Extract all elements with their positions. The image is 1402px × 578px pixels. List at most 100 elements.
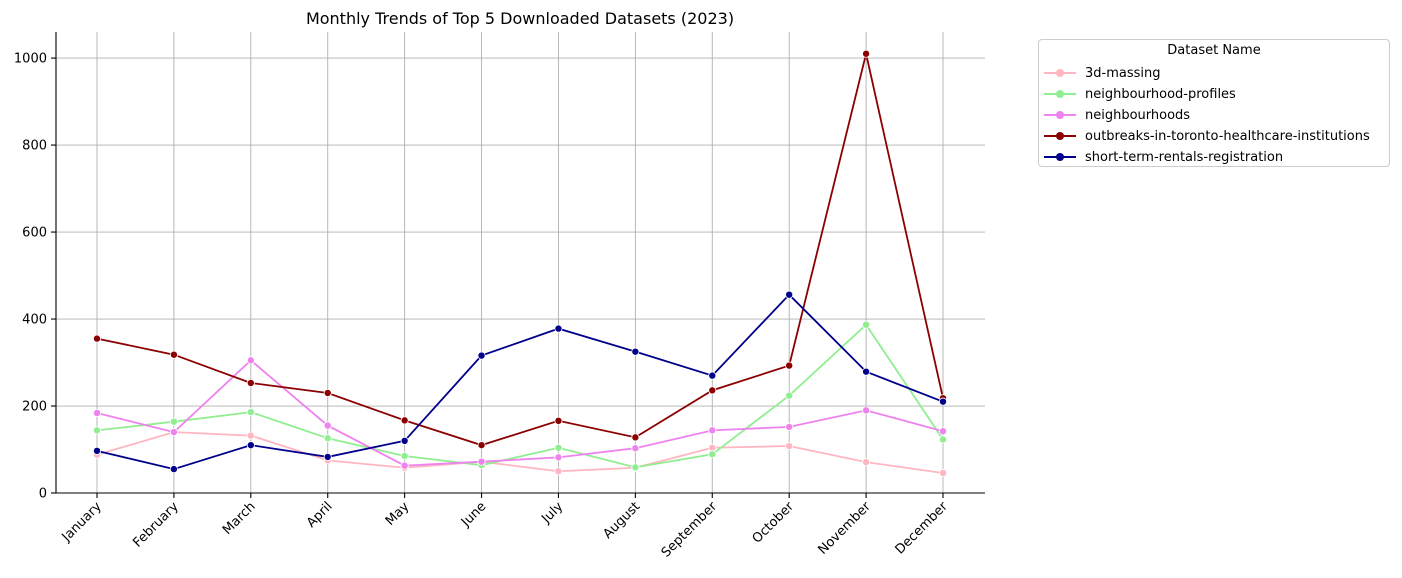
data-point <box>169 465 178 474</box>
series-layer <box>93 49 948 477</box>
data-point <box>323 434 332 443</box>
y-tick-label: 400 <box>22 313 47 328</box>
data-point <box>554 453 563 462</box>
data-point <box>631 347 640 356</box>
series-outbreaks-in-toronto-healthcare-institutions <box>93 49 948 450</box>
legend-swatch <box>1044 88 1076 100</box>
legend-item: neighbourhoods <box>1044 105 1190 125</box>
data-point <box>554 467 563 476</box>
x-tick-label: October <box>750 499 798 547</box>
data-point <box>554 324 563 333</box>
data-point <box>939 468 948 477</box>
x-tick-label: April <box>304 499 336 531</box>
x-tick-label: June <box>458 499 489 530</box>
data-point <box>862 367 871 376</box>
data-point <box>631 433 640 442</box>
data-point <box>785 442 794 451</box>
data-point <box>939 397 948 406</box>
x-tick-label: December <box>893 499 952 558</box>
data-point <box>93 446 102 455</box>
legend-swatch <box>1044 109 1076 121</box>
grid-layer <box>56 32 985 494</box>
data-point <box>93 334 102 343</box>
data-point <box>93 408 102 417</box>
data-point <box>785 290 794 299</box>
data-point <box>862 320 871 329</box>
x-tick-label: February <box>130 499 182 551</box>
data-point <box>785 391 794 400</box>
data-point <box>400 416 409 425</box>
data-point <box>169 350 178 359</box>
data-point <box>708 386 717 395</box>
legend-label: neighbourhood-profiles <box>1085 86 1236 102</box>
axes-layer <box>51 32 985 498</box>
data-point <box>708 371 717 380</box>
chart-title: Monthly Trends of Top 5 Downloaded Datas… <box>306 9 734 28</box>
data-point <box>169 417 178 426</box>
legend-label: neighbourhoods <box>1085 107 1191 123</box>
data-point <box>631 463 640 472</box>
data-point <box>246 441 255 450</box>
data-point <box>631 444 640 453</box>
data-point <box>862 406 871 415</box>
data-point <box>246 378 255 387</box>
series-neighbourhoods <box>93 356 948 470</box>
y-tick-label: 800 <box>22 139 47 154</box>
legend-item: neighbourhood-profiles <box>1044 84 1236 104</box>
tick-labels: January February March April May June July Augu… <box>14 52 951 561</box>
y-tick-label: 1000 <box>14 52 47 67</box>
x-tick-label: March <box>220 499 259 538</box>
data-point <box>400 436 409 445</box>
legend-label: outbreaks-in-toronto-healthcare-institut… <box>1085 128 1370 144</box>
data-point <box>939 435 948 444</box>
data-point <box>708 443 717 452</box>
y-tick-label: 600 <box>22 226 47 241</box>
data-point <box>862 49 871 58</box>
y-tick-label: 0 <box>39 487 47 502</box>
legend-item: 3d-massing <box>1044 63 1161 83</box>
legend-swatch <box>1044 67 1076 79</box>
data-point <box>400 461 409 470</box>
data-point <box>554 416 563 425</box>
series-3d-massing <box>93 428 948 477</box>
legend-item: outbreaks-in-toronto-healthcare-institut… <box>1044 126 1370 146</box>
x-tick-label: May <box>383 499 413 529</box>
data-point <box>477 351 486 360</box>
series-line <box>96 431 944 474</box>
data-point <box>246 408 255 417</box>
series-line <box>96 53 944 447</box>
data-point <box>246 356 255 365</box>
x-tick-label: August <box>600 499 643 542</box>
legend-label: 3d-massing <box>1085 65 1161 81</box>
x-tick-label: January <box>59 499 105 545</box>
x-tick-label: July <box>538 499 566 527</box>
data-point <box>323 452 332 461</box>
data-point <box>400 452 409 461</box>
data-point <box>169 428 178 437</box>
legend-swatch <box>1044 130 1076 142</box>
data-point <box>708 450 717 459</box>
series-line <box>96 323 944 469</box>
legend-item: short-term-rentals-registration <box>1044 147 1283 167</box>
x-tick-label: September <box>659 499 721 561</box>
data-point <box>93 426 102 435</box>
series-short-term-rentals-registration <box>93 290 948 474</box>
series-line <box>96 293 944 471</box>
data-point <box>785 422 794 431</box>
data-point <box>477 441 486 450</box>
legend-label: short-term-rentals-registration <box>1085 149 1284 165</box>
series-line <box>96 359 944 467</box>
y-tick-label: 200 <box>22 400 47 415</box>
data-point <box>477 457 486 466</box>
data-point <box>323 421 332 430</box>
data-point <box>323 388 332 397</box>
x-tick-label: November <box>815 499 874 558</box>
legend-title: Dataset Name <box>1167 43 1261 58</box>
data-point <box>246 431 255 440</box>
data-point <box>708 426 717 435</box>
series-neighbourhood-profiles <box>93 320 948 472</box>
data-point <box>554 443 563 452</box>
data-point <box>939 427 948 436</box>
data-point <box>785 361 794 370</box>
